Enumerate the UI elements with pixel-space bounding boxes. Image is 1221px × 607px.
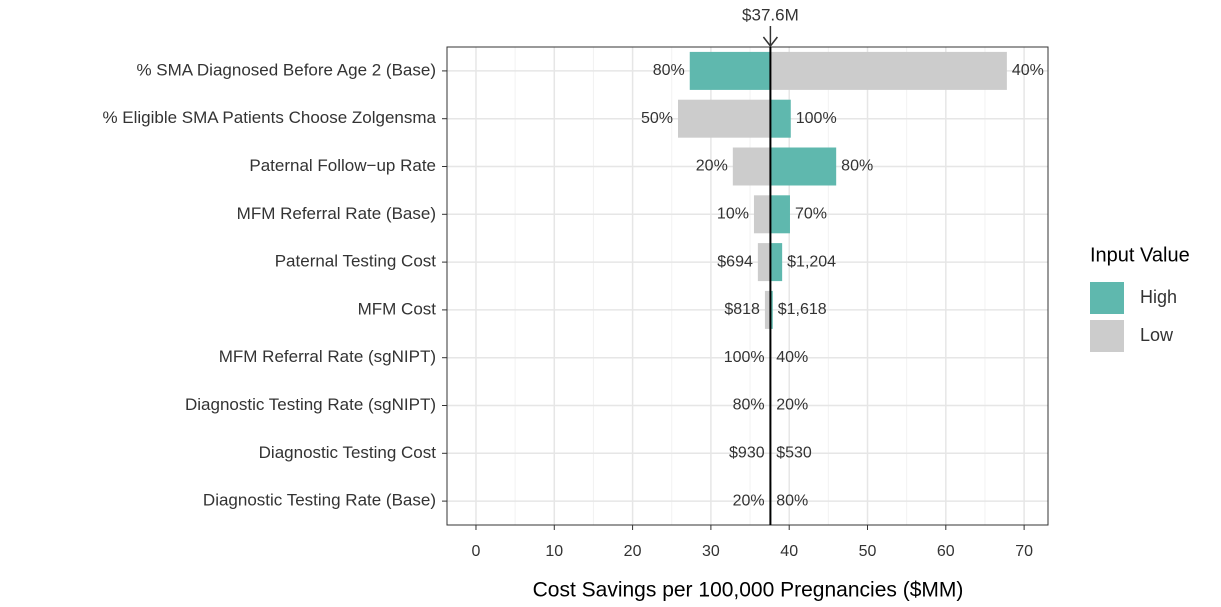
value-label: 80% [653, 62, 685, 79]
value-label: $930 [729, 445, 765, 462]
y-tick-label: Paternal Testing Cost [275, 252, 437, 271]
legend-label: High [1140, 287, 1177, 307]
legend-label: Low [1140, 325, 1174, 345]
value-label: 80% [733, 397, 765, 414]
value-label: 100% [724, 349, 765, 366]
base-label: $37.6M [742, 5, 799, 24]
bar [770, 147, 837, 186]
value-label: 20% [733, 492, 765, 509]
bar [678, 99, 771, 138]
bar [689, 51, 771, 90]
value-label: 10% [717, 206, 749, 223]
bar [770, 290, 773, 329]
y-tick-label: Diagnostic Testing Rate (Base) [203, 491, 436, 510]
x-tick-label: 10 [545, 543, 563, 560]
x-axis-title: Cost Savings per 100,000 Pregnancies ($M… [533, 579, 964, 602]
marks: 80% 100% 80% 70% $1,204 $1,618 100% 80% $930 80% 4… [641, 51, 1044, 521]
value-label: $694 [717, 253, 753, 270]
value-label: $1,204 [787, 253, 836, 270]
value-label: $530 [776, 445, 812, 462]
value-label: 40% [1012, 62, 1044, 79]
legend-title: Input Value [1090, 244, 1190, 266]
y-tick-label: MFM Referral Rate (sgNIPT) [219, 347, 436, 366]
x-tick-label: 70 [1015, 543, 1033, 560]
bar [770, 51, 1007, 90]
value-label: 70% [795, 206, 827, 223]
x-tick-label: 0 [472, 543, 481, 560]
x-tick-label: 50 [859, 543, 877, 560]
base-arrow-head [762, 36, 778, 48]
y-tick-label: Paternal Follow−up Rate [249, 156, 436, 175]
value-label: 40% [776, 349, 808, 366]
grid [447, 47, 1048, 525]
x-tick-label: 30 [702, 543, 720, 560]
y-tick-label: % SMA Diagnosed Before Age 2 (Base) [136, 60, 436, 79]
y-tick-label: Diagnostic Testing Cost [259, 443, 437, 462]
value-label: 50% [641, 110, 673, 127]
bar [732, 147, 771, 186]
bar [757, 243, 771, 282]
y-tick-label: MFM Cost [358, 299, 437, 318]
value-label: 80% [841, 158, 873, 175]
legend-key [1090, 320, 1124, 352]
x-tick-label: 20 [624, 543, 642, 560]
value-label: 80% [776, 492, 808, 509]
value-label: 20% [696, 158, 728, 175]
value-label: 100% [796, 110, 837, 127]
y-tick-label: MFM Referral Rate (Base) [237, 204, 436, 223]
bar [753, 195, 771, 234]
bar [770, 195, 790, 234]
value-label: $818 [724, 301, 760, 318]
bar [770, 243, 783, 282]
panel-border [446, 46, 1049, 526]
y-tick-label: Diagnostic Testing Rate (sgNIPT) [185, 395, 436, 414]
y-tick-label: % Eligible SMA Patients Choose Zolgensma [102, 108, 436, 127]
value-label: 20% [776, 397, 808, 414]
value-label: $1,618 [778, 301, 827, 318]
x-tick-label: 40 [780, 543, 798, 560]
x-tick-label: 60 [937, 543, 955, 560]
bar [770, 99, 791, 138]
legend-key [1090, 282, 1124, 314]
bar [764, 290, 771, 329]
